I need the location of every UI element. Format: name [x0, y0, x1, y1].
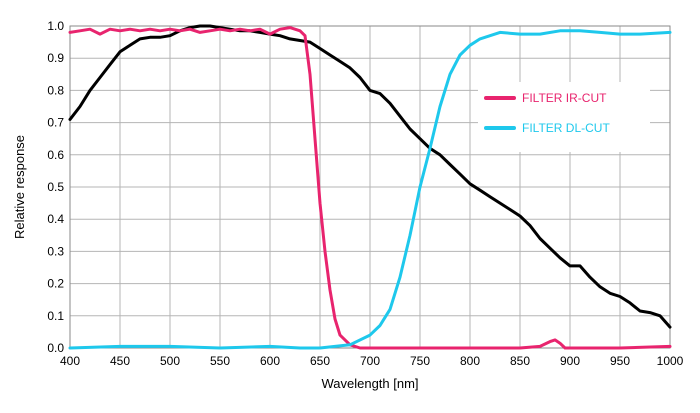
axes: 400 450 500 550 600 650 700 750 800 850 900 950 1000…: [12, 19, 684, 391]
y-tick-label: 0.2: [47, 277, 64, 291]
x-tick-label: 1000: [657, 354, 684, 368]
x-tick-label: 550: [210, 354, 230, 368]
legend-box: [478, 82, 650, 152]
y-tick-label: 0.3: [47, 244, 64, 258]
y-tick-label: 0.4: [47, 212, 64, 226]
y-tick-label: 0.0: [47, 341, 64, 355]
x-tick-label: 500: [160, 354, 180, 368]
x-tick-label: 400: [60, 354, 80, 368]
y-tick-label: 0.8: [47, 83, 64, 97]
x-tick-label: 700: [360, 354, 380, 368]
y-tick-label: 1.0: [47, 19, 64, 33]
y-tick-label: 0.7: [47, 116, 64, 130]
series-layer: [68, 24, 672, 350]
x-tick-label: 600: [260, 354, 280, 368]
y-tick-label: 0.1: [47, 309, 64, 323]
x-tick-label: 750: [410, 354, 430, 368]
y-axis-title: Relative response: [12, 135, 27, 239]
x-tick-label: 850: [510, 354, 530, 368]
y-tick-label: 0.9: [47, 51, 64, 65]
x-axis-title: Wavelength [nm]: [321, 376, 418, 391]
x-tick-label: 950: [610, 354, 630, 368]
legend-label: FILTER DL-CUT: [522, 121, 610, 135]
x-tick-label: 450: [110, 354, 130, 368]
legend: FILTER IR-CUT FILTER DL-CUT: [478, 82, 650, 152]
x-tick-label: 800: [460, 354, 480, 368]
x-tick-label: 900: [560, 354, 580, 368]
ir-cut-filter-line: [68, 26, 672, 350]
y-tick-label: 0.6: [47, 148, 64, 162]
legend-label: FILTER IR-CUT: [522, 91, 607, 105]
y-tick-label: 0.5: [47, 180, 64, 194]
grid: [69, 25, 671, 349]
x-tick-label: 650: [310, 354, 330, 368]
dl-cut-filter-line: [68, 29, 672, 350]
sensor-response-line: [68, 24, 672, 329]
